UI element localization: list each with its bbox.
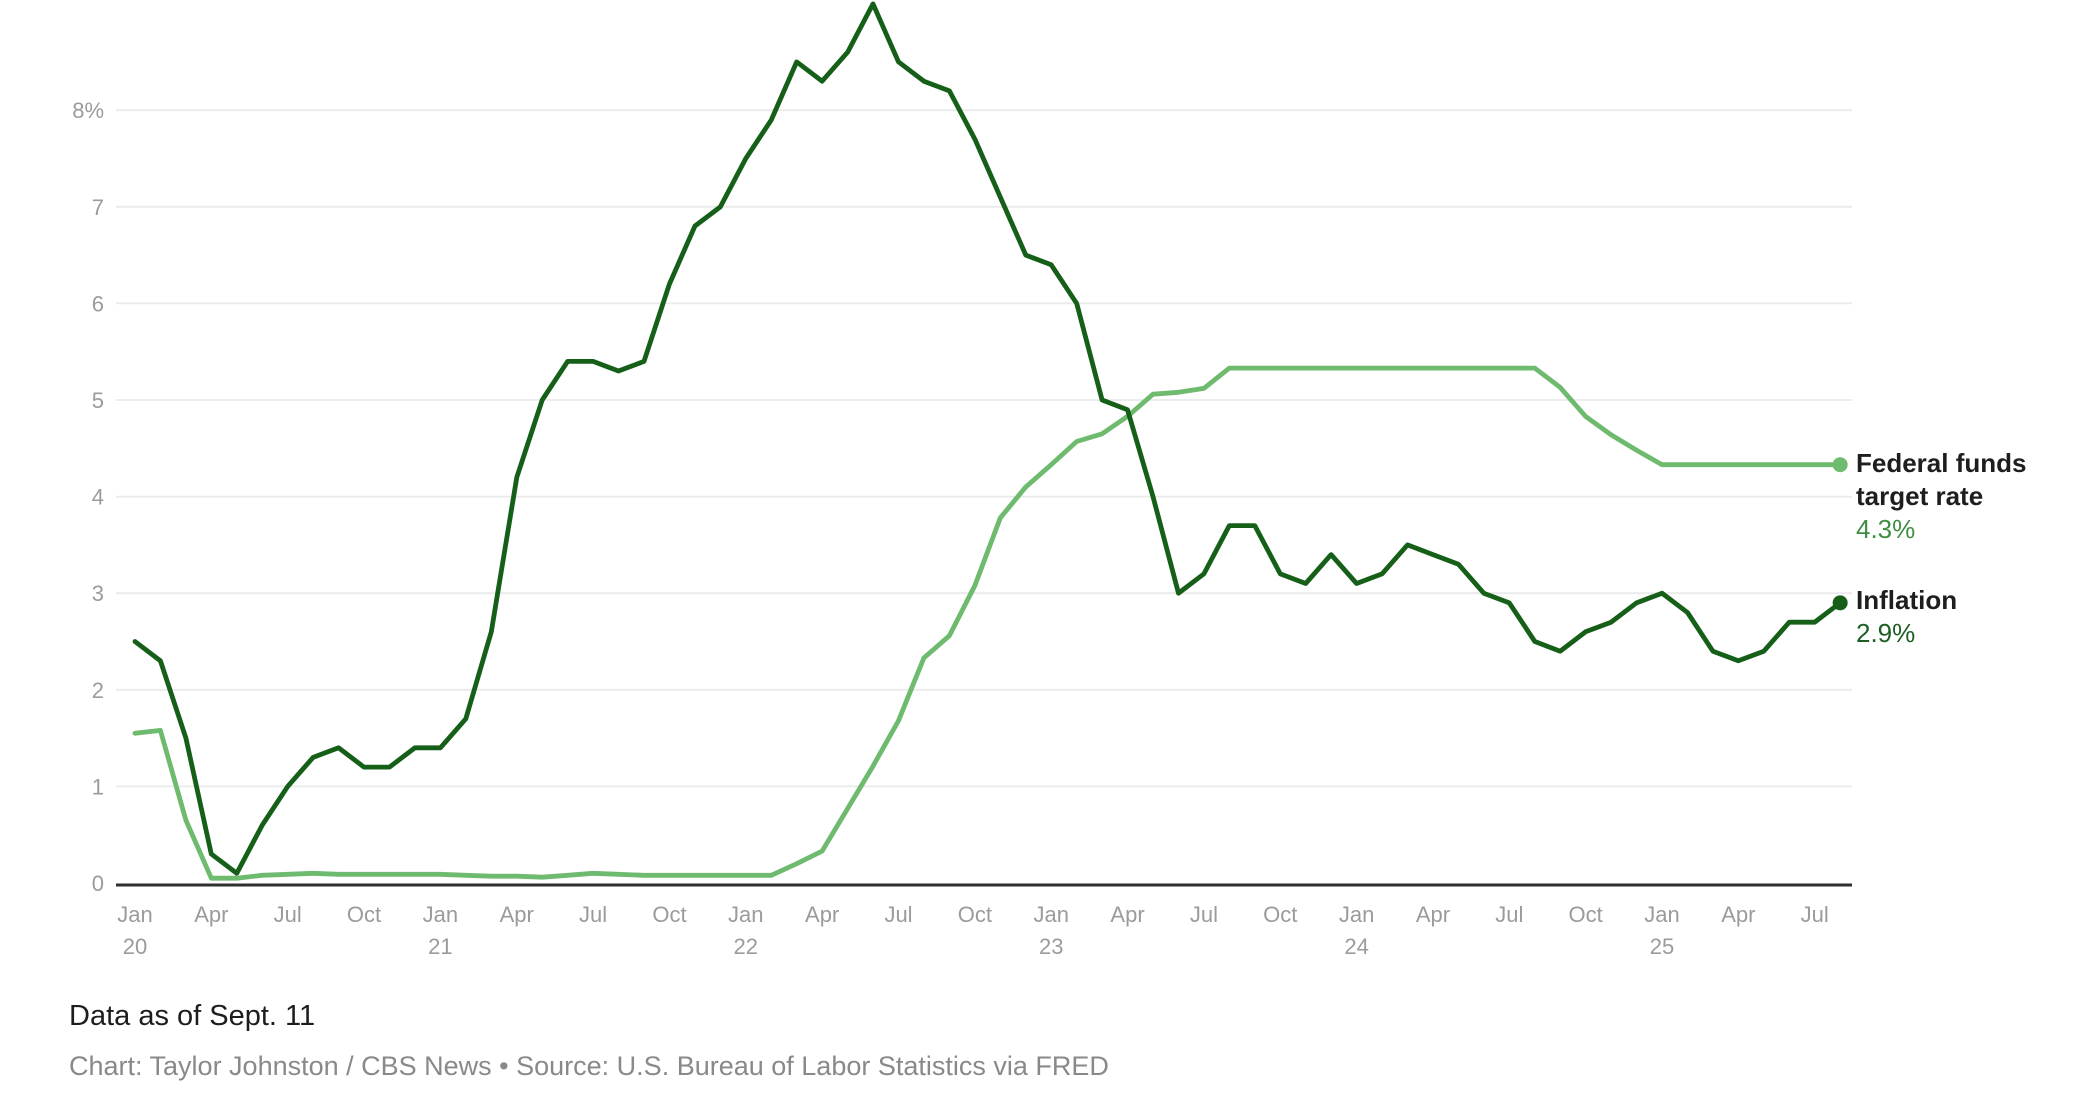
x-axis-month-label: Jan <box>117 902 152 927</box>
x-axis-month-label: Jan <box>1033 902 1068 927</box>
y-axis-label: 2 <box>92 678 104 703</box>
x-axis-month-label: Jan <box>1339 902 1374 927</box>
x-axis-year-label: 24 <box>1344 934 1368 959</box>
x-axis-month-label: Apr <box>194 902 228 927</box>
x-axis-month-label: Jan <box>1644 902 1679 927</box>
x-axis-month-label: Apr <box>500 902 534 927</box>
legend-federal-funds: Federal funds target rate 4.3% <box>1856 447 2026 546</box>
chart-credit: Chart: Taylor Johnston / CBS News • Sour… <box>69 1051 1109 1081</box>
x-axis-month-label: Oct <box>652 902 686 927</box>
federal-funds-value: 4.3% <box>1856 514 1916 544</box>
y-axis-label: 1 <box>92 774 104 799</box>
x-axis-year-label: 21 <box>428 934 452 959</box>
legend-inflation: Inflation 2.9% <box>1856 584 1957 650</box>
x-axis-month-label: Jan <box>423 902 458 927</box>
x-axis-month-label: Apr <box>1416 902 1450 927</box>
x-axis-month-label: Jul <box>1190 902 1218 927</box>
x-axis-month-label: Jul <box>274 902 302 927</box>
y-axis-label: 5 <box>92 388 104 413</box>
x-axis-month-label: Apr <box>1110 902 1144 927</box>
x-axis-month-label: Jul <box>1801 902 1829 927</box>
y-axis-label: 8% <box>72 98 104 123</box>
inflation-label: Inflation <box>1856 585 1958 615</box>
x-axis-year-label: 25 <box>1650 934 1674 959</box>
inflation-value: 2.9% <box>1856 618 1916 648</box>
inflation-line <box>132 1 1843 876</box>
x-axis-month-label: Jan <box>728 902 763 927</box>
federal-funds-label-line2: target rate <box>1856 481 1984 511</box>
y-axis-label: 0 <box>92 871 104 896</box>
x-axis-month-label: Jul <box>884 902 912 927</box>
federal-funds-label-line1: Federal funds <box>1856 448 2027 478</box>
y-axis-label: 7 <box>92 195 104 220</box>
x-axis-year-label: 22 <box>734 934 758 959</box>
x-axis-month-label: Oct <box>347 902 381 927</box>
x-axis-month-label: Oct <box>1263 902 1297 927</box>
inflation-line-end-dot <box>1832 595 1848 611</box>
x-axis-month-label: Jul <box>579 902 607 927</box>
x-axis-year-label: 20 <box>123 934 147 959</box>
data-as-of-note: Data as of Sept. 11 <box>69 1000 316 1032</box>
fed-funds-line-end-dot <box>1832 457 1848 473</box>
y-axis-label: 3 <box>92 581 104 606</box>
x-axis-month-label: Apr <box>1721 902 1755 927</box>
y-axis-label: 4 <box>92 485 104 510</box>
x-axis-year-label: 23 <box>1039 934 1063 959</box>
x-axis-month-label: Jul <box>1495 902 1523 927</box>
fed-funds-line <box>132 365 1843 881</box>
x-axis-month-label: Oct <box>1569 902 1603 927</box>
y-axis-label: 6 <box>92 291 104 316</box>
x-axis-month-label: Oct <box>958 902 992 927</box>
x-axis-month-label: Apr <box>805 902 839 927</box>
